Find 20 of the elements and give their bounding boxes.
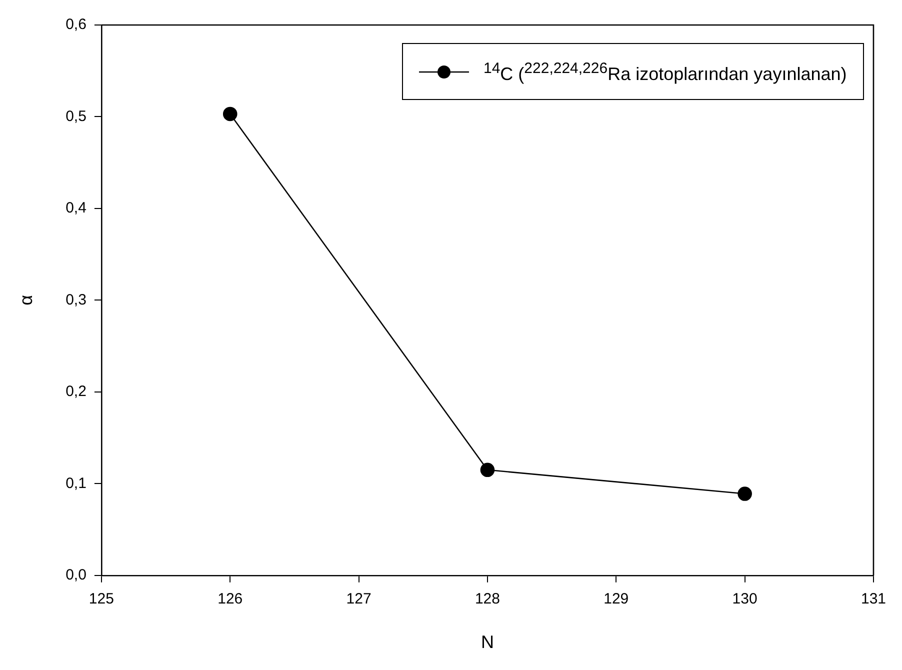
- x-tick-label: 128: [474, 590, 500, 608]
- point: [738, 486, 752, 501]
- x-axis-title: N: [480, 632, 494, 652]
- y-tick-label: 0,5: [66, 108, 86, 125]
- point: [222, 106, 238, 122]
- x-tick-label: 127: [346, 590, 372, 608]
- y-tick-label: 0,3: [66, 291, 86, 308]
- y-axis-title: α: [16, 294, 36, 306]
- y-tick-label: 0,4: [66, 200, 86, 217]
- y-tick-label: 0,1: [66, 474, 86, 492]
- x-tick-label: 125: [88, 590, 114, 608]
- y-tick-label: 0,6: [66, 16, 86, 34]
- x-tick-label: 131: [860, 590, 886, 608]
- legend-label: $^{14}$C ($^{222,224,226}$Ra izotoplarından yayınlanan): [483, 59, 847, 85]
- x-tick-label: 129: [604, 590, 629, 608]
- x-tick-label: 126: [218, 590, 243, 608]
- x-tick-label: 130: [732, 590, 758, 608]
- y-tick-label: 0,2: [66, 383, 86, 400]
- y-tick-label: 0,0: [66, 566, 86, 584]
- point: [480, 462, 495, 478]
